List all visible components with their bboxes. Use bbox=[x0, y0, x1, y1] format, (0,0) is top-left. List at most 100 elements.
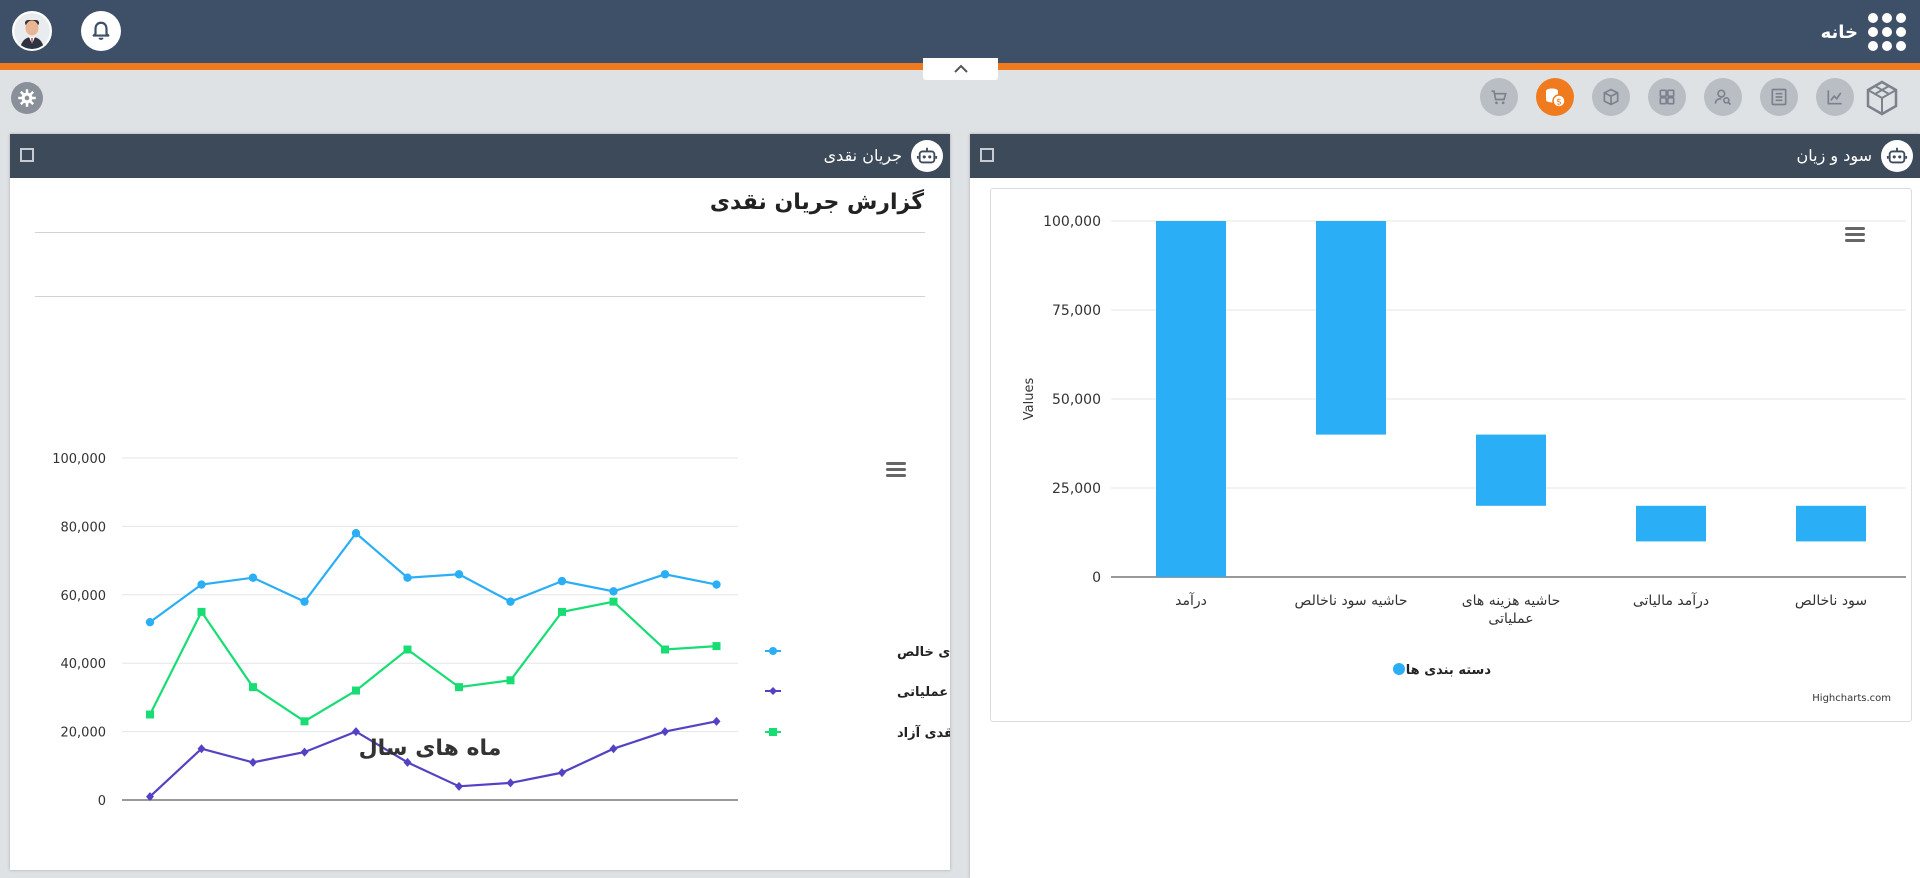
analytics-module-button[interactable] bbox=[1816, 78, 1854, 116]
profit-loss-waterfall-chart: 0 25,000 50,000 75,000 100,000 Values درآمد حاش… bbox=[1022, 214, 1906, 704]
data-point bbox=[352, 686, 360, 695]
x-tick-label: درآمد مالیاتی bbox=[1633, 592, 1709, 609]
avatar[interactable] bbox=[12, 11, 52, 51]
y-tick-label: 100,000 bbox=[52, 452, 106, 467]
data-point bbox=[403, 757, 412, 767]
x-tick-label: درآمد bbox=[1175, 592, 1207, 609]
waterfall-bar bbox=[1156, 221, 1226, 577]
waterfall-bar bbox=[1636, 505, 1706, 542]
data-point bbox=[145, 617, 155, 627]
data-point bbox=[248, 573, 258, 582]
y-tick-label: 75,000 bbox=[1052, 303, 1101, 319]
svg-text:$: $ bbox=[1556, 98, 1562, 108]
waterfall-chart-card: 0 25,000 50,000 75,000 100,000 Values درآمد حاش… bbox=[990, 188, 1912, 722]
data-point bbox=[300, 747, 309, 757]
cart-icon bbox=[1491, 90, 1507, 105]
x-tick-label: حاشیه سود ناخالص bbox=[1295, 593, 1408, 609]
grid-dots-icon[interactable] bbox=[1868, 13, 1906, 51]
legend-item[interactable]: دسته بندی ها bbox=[1393, 663, 1491, 678]
legend-label: دسته بندی ها bbox=[1406, 663, 1492, 678]
brand-logo-icon bbox=[1866, 80, 1898, 116]
legend-item[interactable]: جریان نقدی آزاد bbox=[765, 724, 950, 741]
data-point bbox=[506, 778, 515, 788]
cash-flow-line-chart: 020,00040,00060,00080,000100,000فروردینا… bbox=[52, 452, 950, 814]
data-point bbox=[454, 570, 464, 579]
chart-line-icon bbox=[1827, 90, 1842, 105]
collapse-header-button[interactable] bbox=[923, 58, 998, 80]
legend-marker bbox=[769, 647, 777, 655]
x-tick-label: عملیاتی bbox=[1488, 611, 1533, 627]
chart-menu-icon[interactable] bbox=[886, 462, 906, 477]
data-point bbox=[300, 717, 309, 726]
data-point bbox=[712, 642, 721, 651]
inventory-module-button[interactable] bbox=[1592, 78, 1630, 116]
data-point bbox=[455, 683, 463, 692]
users-module-button[interactable] bbox=[1704, 78, 1742, 116]
legend-item[interactable]: جریان نقدی عملیاتی bbox=[765, 685, 950, 700]
series-line bbox=[149, 720, 717, 798]
data-point bbox=[403, 645, 412, 654]
apps-module-button[interactable] bbox=[1648, 78, 1686, 116]
y-tick-label: 100,000 bbox=[1043, 214, 1101, 230]
shop-module-button[interactable] bbox=[1480, 78, 1518, 116]
data-point bbox=[609, 587, 618, 596]
divider bbox=[35, 296, 925, 297]
cash-flow-panel: جریان نقدی گزارش جریان نقدی 0 20,000 40,00… bbox=[10, 134, 950, 870]
panel-title: سود و زیان bbox=[1796, 146, 1873, 165]
box-icon bbox=[1603, 88, 1619, 106]
settings-button[interactable] bbox=[11, 82, 43, 114]
waterfall-bar bbox=[1316, 221, 1386, 435]
series-line bbox=[149, 531, 717, 624]
x-tick-label: حاشیه هزینه های bbox=[1462, 593, 1561, 609]
data-point bbox=[660, 570, 670, 579]
data-point bbox=[609, 744, 618, 754]
data-point bbox=[197, 580, 206, 589]
data-point bbox=[403, 573, 412, 582]
home-title[interactable]: خانه bbox=[1820, 21, 1858, 43]
profit-loss-panel: سود و زیان 0 25,000 50,000 75,000 100,000 Val… bbox=[970, 134, 1920, 878]
legend-marker bbox=[769, 687, 777, 695]
brand-logo[interactable] bbox=[1862, 78, 1902, 118]
data-point bbox=[352, 727, 360, 737]
data-point bbox=[557, 576, 567, 586]
data-point bbox=[197, 744, 206, 754]
bell-icon bbox=[92, 21, 110, 41]
series-line bbox=[149, 600, 717, 723]
maximize-button[interactable] bbox=[20, 148, 34, 162]
legend-label: جریان نقدی آزاد bbox=[897, 724, 950, 741]
data-point bbox=[506, 676, 515, 685]
y-tick-label: 60,000 bbox=[61, 589, 107, 604]
home-link[interactable]: خانه bbox=[1821, 13, 1906, 51]
data-point bbox=[249, 757, 257, 767]
reports-list-module-button[interactable] bbox=[1760, 78, 1798, 116]
robot-icon[interactable] bbox=[911, 140, 943, 172]
data-point bbox=[558, 607, 566, 616]
data-point bbox=[712, 716, 721, 726]
waterfall-bar bbox=[1476, 434, 1546, 506]
list-icon bbox=[1771, 88, 1787, 106]
data-point bbox=[146, 792, 154, 802]
data-point bbox=[146, 710, 154, 719]
waterfall-bar bbox=[1796, 505, 1866, 542]
legend-item[interactable]: جریان نقدی خالص bbox=[765, 645, 950, 660]
robot-icon[interactable] bbox=[1881, 140, 1913, 172]
data-point bbox=[712, 580, 721, 589]
chevron-up-icon bbox=[953, 64, 968, 73]
finance-module-button[interactable]: $ bbox=[1536, 78, 1574, 116]
user-search-icon bbox=[1714, 89, 1732, 106]
profit-loss-panel-header: سود و زیان bbox=[970, 134, 1920, 178]
data-point bbox=[661, 645, 669, 654]
y-tick-label: 50,000 bbox=[1052, 392, 1101, 408]
maximize-button[interactable] bbox=[980, 148, 994, 162]
y-tick-label: 0 bbox=[98, 794, 106, 809]
coins-icon: $ bbox=[1546, 88, 1566, 108]
data-point bbox=[351, 529, 361, 538]
credits-text: Highcharts.com bbox=[1812, 693, 1891, 704]
legend-marker bbox=[1393, 663, 1405, 675]
divider bbox=[35, 232, 925, 233]
notifications-button[interactable] bbox=[81, 11, 121, 51]
y-tick-label: 0 bbox=[1092, 570, 1101, 586]
data-point bbox=[197, 607, 206, 616]
x-tick-label: سود ناخالص bbox=[1795, 593, 1867, 609]
chart-menu-icon[interactable] bbox=[1845, 227, 1865, 242]
